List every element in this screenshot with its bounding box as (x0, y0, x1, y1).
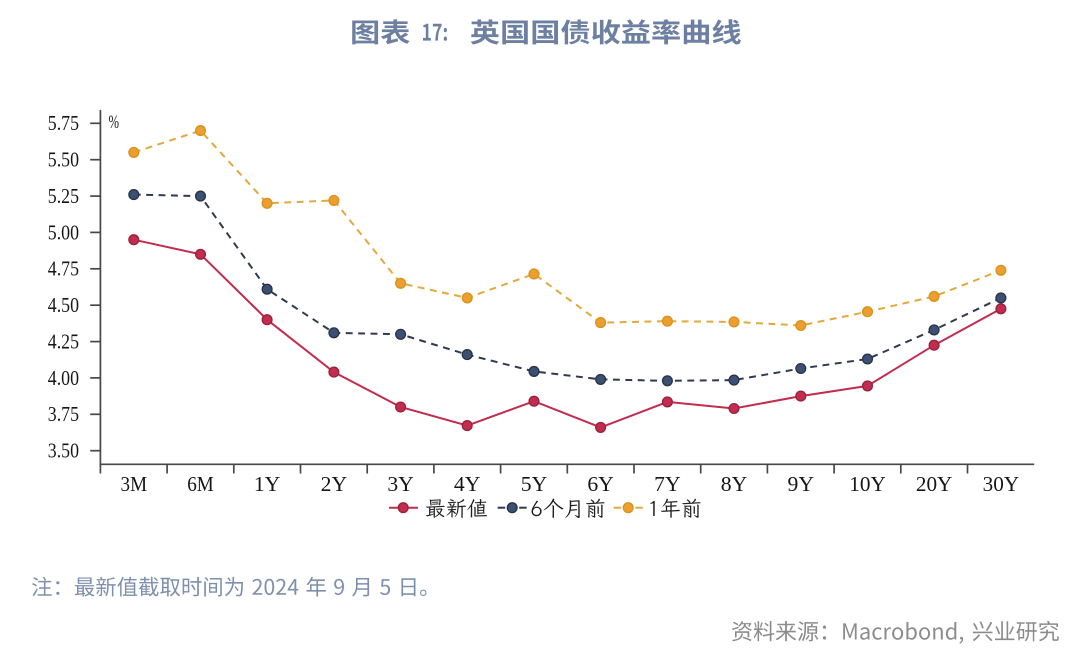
svg-text:1Y: 1Y (254, 472, 281, 496)
svg-text:4.00: 4.00 (48, 366, 79, 390)
svg-text:20Y: 20Y (916, 472, 953, 496)
svg-text:7Y: 7Y (654, 472, 681, 496)
svg-text:3Y: 3Y (387, 472, 414, 496)
svg-text:10Y: 10Y (849, 472, 886, 496)
svg-text:3.75: 3.75 (48, 402, 79, 426)
svg-text:9Y: 9Y (788, 472, 815, 496)
svg-text:5.50: 5.50 (48, 148, 79, 172)
svg-text:4.50: 4.50 (48, 293, 79, 317)
svg-text:%: % (109, 112, 120, 133)
svg-text:4.25: 4.25 (48, 329, 79, 353)
svg-text:5.25: 5.25 (48, 184, 79, 208)
svg-text:30Y: 30Y (983, 472, 1020, 496)
svg-text:2Y: 2Y (321, 472, 348, 496)
svg-text:3M: 3M (121, 472, 148, 496)
svg-text:5.75: 5.75 (48, 111, 79, 135)
svg-text:8Y: 8Y (721, 472, 748, 496)
svg-text:6M: 6M (187, 472, 214, 496)
svg-text:5Y: 5Y (521, 472, 548, 496)
svg-text:5.00: 5.00 (48, 220, 79, 244)
svg-text:6Y: 6Y (587, 472, 614, 496)
svg-text:4Y: 4Y (454, 472, 481, 496)
svg-text:4.75: 4.75 (48, 257, 79, 281)
svg-text:3.50: 3.50 (48, 439, 79, 463)
